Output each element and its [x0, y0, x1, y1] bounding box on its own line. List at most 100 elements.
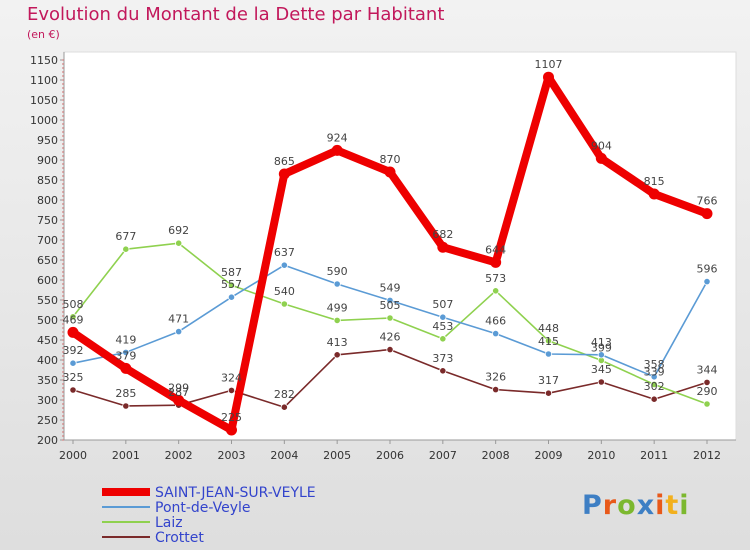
legend-label: SAINT-JEAN-SUR-VEYLE [155, 485, 316, 501]
data-label: 540 [274, 285, 295, 298]
x-tick-label: 2005 [323, 449, 351, 462]
data-label: 413 [591, 336, 612, 349]
data-label: 392 [63, 344, 84, 357]
data-point [492, 329, 500, 338]
data-label: 326 [485, 371, 506, 384]
data-point [386, 296, 394, 304]
data-label: 508 [63, 298, 84, 311]
data-point [597, 351, 605, 359]
data-label: 302 [644, 380, 665, 393]
data-label: 557 [221, 278, 242, 291]
data-point [386, 345, 394, 354]
legend-label: Pont-de-Veyle [155, 500, 251, 516]
x-tick-label: 2006 [376, 449, 404, 462]
data-point [278, 168, 290, 180]
data-label: 324 [221, 371, 242, 384]
data-label: 644 [485, 243, 506, 256]
data-point [439, 313, 447, 321]
data-point [650, 380, 658, 388]
data-label: 344 [697, 363, 718, 376]
data-point [280, 403, 288, 411]
y-tick-label: 650 [37, 254, 58, 267]
y-tick-label: 450 [37, 334, 58, 347]
data-point [226, 424, 237, 436]
data-label: 924 [327, 131, 348, 144]
data-point [175, 327, 183, 336]
x-tick-label: 2012 [693, 449, 721, 462]
y-tick-label: 300 [37, 394, 58, 407]
data-label: 285 [115, 387, 136, 400]
x-tick-label: 2011 [640, 449, 668, 462]
y-tick-label: 750 [37, 214, 58, 227]
data-point [544, 337, 553, 345]
data-point [280, 300, 288, 308]
data-point [122, 245, 130, 253]
y-tick-label: 550 [37, 294, 58, 307]
data-point [492, 287, 500, 295]
data-point [69, 386, 77, 394]
data-label: 358 [644, 358, 665, 371]
data-label: 596 [697, 263, 718, 276]
data-label: 415 [538, 335, 559, 348]
x-tick-label: 2009 [535, 449, 563, 462]
data-point [227, 386, 236, 394]
y-tick-label: 850 [37, 174, 58, 187]
data-point [544, 389, 553, 397]
y-tick-label: 700 [37, 234, 58, 247]
data-label: 379 [115, 349, 136, 362]
data-label: 413 [327, 336, 348, 349]
data-label: 766 [697, 195, 718, 208]
x-tick-label: 2003 [218, 449, 246, 462]
data-label: 549 [380, 281, 401, 294]
legend-label: Crottet [155, 530, 204, 546]
proxiti-logo: Proxiti [582, 490, 690, 521]
data-point [703, 277, 711, 286]
data-label: 225 [221, 411, 242, 424]
data-point [492, 385, 500, 394]
data-label: 1107 [535, 58, 563, 71]
data-point [227, 293, 236, 301]
data-label: 471 [168, 313, 189, 326]
data-label: 587 [221, 266, 242, 279]
data-label: 290 [697, 385, 718, 398]
y-tick-label: 250 [37, 414, 58, 427]
data-point [544, 350, 553, 358]
data-label: 505 [380, 299, 401, 312]
unit-label: (en €) [27, 28, 60, 41]
chart-title: Evolution du Montant de la Dette par Hab… [27, 4, 445, 25]
data-label: 692 [168, 224, 189, 237]
data-point [122, 402, 130, 410]
data-point [386, 314, 394, 322]
data-label: 317 [538, 374, 559, 387]
data-label: 453 [432, 320, 453, 333]
data-point [331, 144, 343, 156]
data-point [69, 359, 77, 367]
y-tick-label: 400 [37, 354, 58, 367]
x-tick-label: 2010 [587, 449, 615, 462]
data-label: 507 [432, 298, 453, 311]
data-label: 345 [591, 363, 612, 376]
data-label: 448 [538, 322, 559, 335]
x-tick-label: 2000 [59, 449, 87, 462]
data-point [543, 71, 554, 83]
y-tick-label: 500 [37, 314, 58, 327]
data-label: 339 [644, 365, 665, 378]
data-point [175, 239, 183, 247]
data-point [439, 367, 447, 375]
x-tick-label: 2004 [270, 449, 298, 462]
data-point [67, 326, 79, 338]
data-label: 287 [168, 386, 189, 399]
y-tick-label: 1050 [30, 94, 58, 107]
x-tick-label: 2008 [482, 449, 510, 462]
y-tick-label: 800 [37, 194, 58, 207]
data-label: 373 [432, 352, 453, 365]
data-point [122, 348, 130, 356]
y-tick-label: 1150 [30, 54, 58, 67]
data-point [701, 208, 713, 220]
data-point [490, 256, 502, 268]
x-tick-label: 2007 [429, 449, 457, 462]
data-point [69, 313, 77, 321]
x-tick-label: 2001 [112, 449, 140, 462]
data-label: 815 [644, 175, 665, 188]
